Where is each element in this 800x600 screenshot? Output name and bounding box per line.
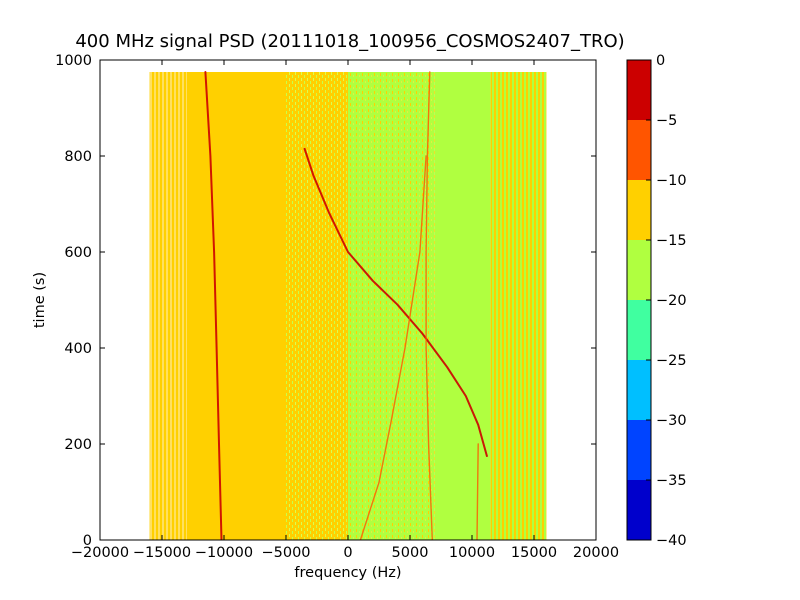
x-tick-label: −5000 bbox=[261, 545, 310, 561]
x-tick-label: −10000 bbox=[195, 545, 253, 561]
signal-trace-2 bbox=[359, 155, 427, 540]
colorbar bbox=[626, 59, 652, 541]
colorbar-tick-label: 0 bbox=[656, 53, 665, 69]
colorbar-band-6 bbox=[627, 120, 651, 180]
colorbar-band-3 bbox=[627, 300, 651, 360]
colorbar-ticks: −40 −35 −30 −25 −20 −15 −10 −5 0 bbox=[646, 53, 687, 549]
colorbar-band-2 bbox=[627, 360, 651, 420]
colorbar-tick-label: −10 bbox=[656, 173, 687, 189]
x-tick-label: 15000 bbox=[511, 545, 557, 561]
colorbar-tick-label: −25 bbox=[656, 353, 687, 369]
x-tick-label: 20000 bbox=[573, 545, 619, 561]
y-tick-label: 200 bbox=[64, 437, 92, 453]
heatmap-regions bbox=[149, 72, 547, 540]
y-axis-label: time (s) bbox=[32, 272, 48, 328]
colorbar-band-7 bbox=[627, 60, 651, 120]
y-tick-label: 400 bbox=[64, 341, 92, 357]
signal-trace-0 bbox=[204, 71, 223, 540]
x-tick-label: 0 bbox=[343, 545, 352, 561]
y-tick-label: 800 bbox=[64, 149, 92, 165]
x-tick-label: −15000 bbox=[133, 545, 191, 561]
signal-trace-1 bbox=[303, 147, 488, 457]
signal-trace-4 bbox=[476, 443, 479, 540]
chart-title: 400 MHz signal PSD (20111018_100956_COSM… bbox=[75, 31, 624, 52]
y-tick-label: 600 bbox=[64, 245, 92, 261]
heatmap-region-5 bbox=[490, 72, 547, 540]
colorbar-band-5 bbox=[627, 180, 651, 240]
y-axis-ticks: 0 200 400 600 800 1000 bbox=[55, 53, 596, 549]
colorbar-band-0 bbox=[627, 480, 651, 540]
colorbar-tick-label: −20 bbox=[656, 293, 687, 309]
y-tick-label: 0 bbox=[83, 533, 92, 549]
colorbar-tick-label: −15 bbox=[656, 233, 687, 249]
heatmap-region-1 bbox=[186, 72, 286, 540]
heatmap-region-0 bbox=[149, 72, 187, 540]
x-tick-label: 5000 bbox=[392, 545, 429, 561]
colorbar-band-1 bbox=[627, 420, 651, 480]
colorbar-tick-label: −40 bbox=[656, 533, 687, 549]
x-tick-label: 10000 bbox=[449, 545, 495, 561]
colorbar-tick-label: −30 bbox=[656, 413, 687, 429]
heatmap-region-2 bbox=[286, 72, 348, 540]
heatmap-region-3 bbox=[348, 72, 435, 540]
x-axis-ticks: −20000 −15000 −10000 −5000 0 5000 10000 15000 20… bbox=[71, 60, 619, 561]
colorbar-tick-label: −5 bbox=[656, 113, 677, 129]
y-tick-label: 1000 bbox=[55, 53, 92, 69]
signal-trace-3 bbox=[425, 71, 433, 540]
colorbar-tick-label: −35 bbox=[656, 473, 687, 489]
signal-traces bbox=[204, 71, 488, 540]
colorbar-band-4 bbox=[627, 240, 651, 300]
x-tick-label: −20000 bbox=[71, 545, 129, 561]
heatmap-region-4 bbox=[434, 72, 491, 540]
x-axis-label: frequency (Hz) bbox=[294, 565, 401, 581]
